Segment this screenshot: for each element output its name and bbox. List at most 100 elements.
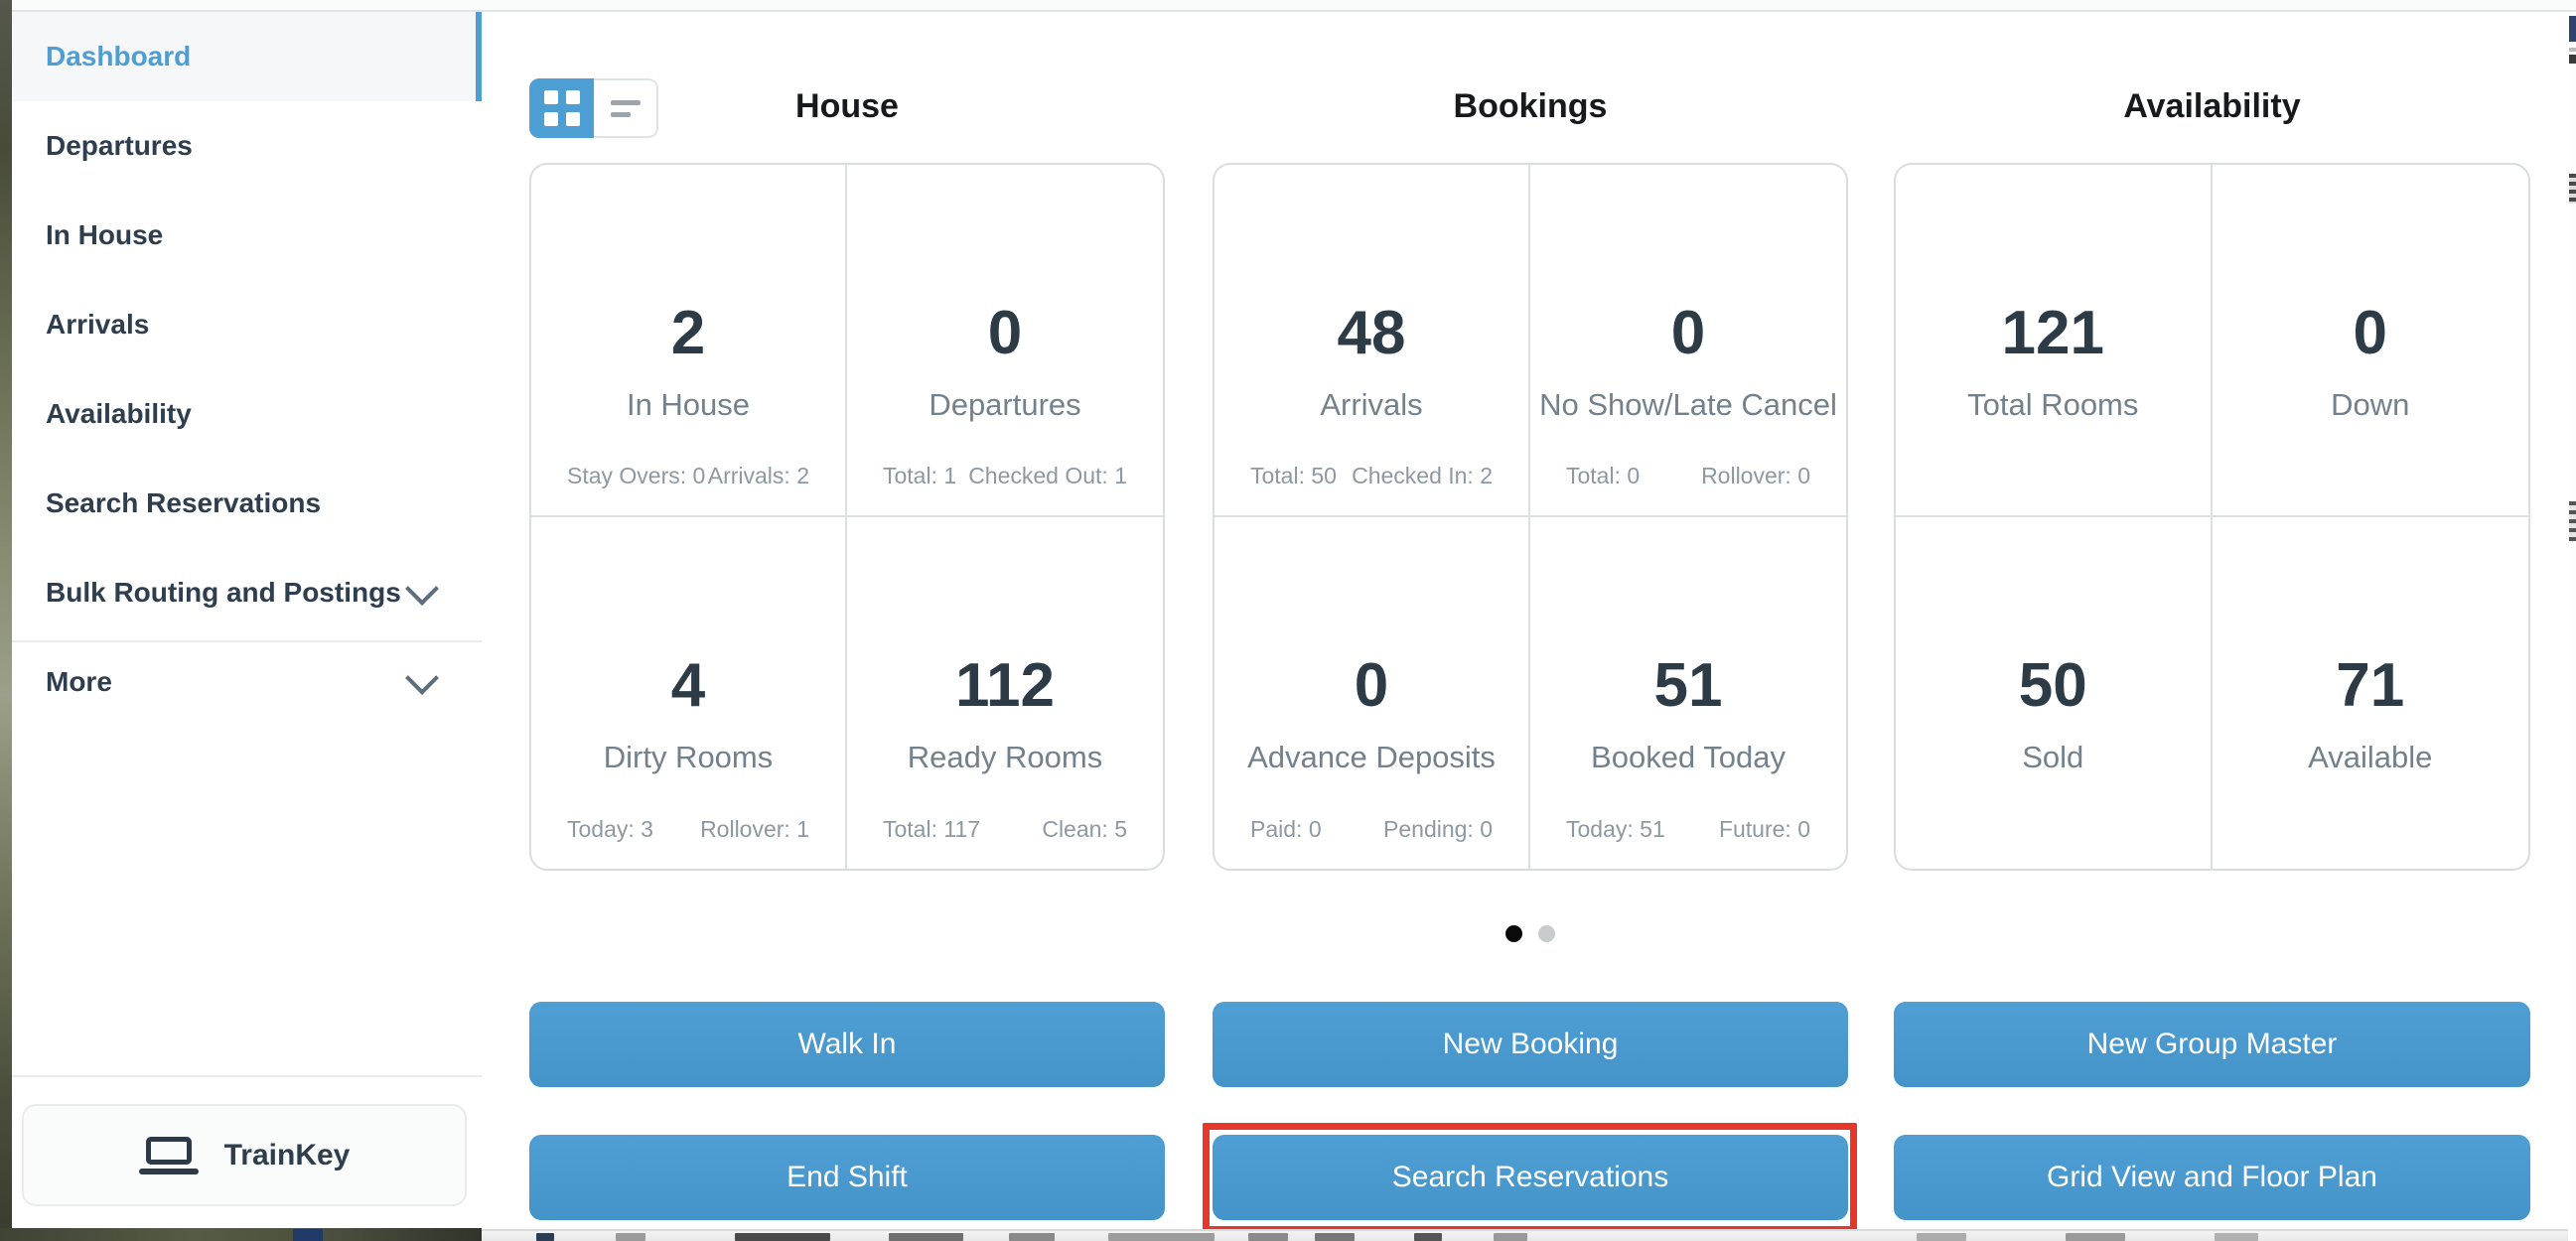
- card-stat: Today: 51: [1566, 816, 1665, 842]
- cutoff-fragment: [735, 1233, 830, 1241]
- sidebar-item-search-reservations[interactable]: Search Reservations: [12, 459, 482, 548]
- sidebar-item-label: More: [46, 666, 112, 697]
- grid-view-floor-plan-button[interactable]: Grid View and Floor Plan: [1894, 1135, 2530, 1220]
- stat-card-booked-today[interactable]: 51 Booked Today Today: 51 Future: 0: [1530, 517, 1846, 870]
- house-card-group: 2 In House Stay Overs: 0 Arrivals: 2 0 De…: [529, 163, 1165, 871]
- cutoff-fragment: [1009, 1233, 1055, 1241]
- search-reservations-button[interactable]: Search Reservations: [1213, 1135, 1848, 1220]
- card-stat: Paid: 0: [1250, 816, 1322, 842]
- card-label: Sold: [2022, 739, 2084, 774]
- cutoff-fragment: [2215, 1233, 2258, 1241]
- group-header-house: House: [795, 87, 899, 125]
- card-label: Down: [2331, 387, 2410, 422]
- cutoff-fragment: [1494, 1233, 1527, 1241]
- cutoff-fragment: [616, 1233, 645, 1241]
- card-value: 50: [2018, 650, 2087, 720]
- cutoff-fragment: [536, 1233, 554, 1241]
- cutoff-fragment: [1108, 1233, 1215, 1241]
- sidebar-item-in-house[interactable]: In House: [12, 191, 482, 280]
- edge-fragment: [2569, 48, 2576, 52]
- card-stat: Rollover: 0: [1701, 462, 1810, 488]
- sidebar-item-dashboard[interactable]: Dashboard: [12, 12, 484, 101]
- view-toggle: [529, 78, 658, 138]
- carousel-dot-active[interactable]: [1505, 925, 1522, 942]
- bookings-card-group: 48 Arrivals Total: 50 Checked In: 2 0 No …: [1213, 163, 1848, 871]
- grid-view-button[interactable]: [529, 78, 594, 138]
- card-label: Dirty Rooms: [603, 739, 774, 774]
- card-stat: Checked In: 2: [1352, 462, 1493, 488]
- new-booking-button[interactable]: New Booking: [1213, 1002, 1848, 1087]
- sidebar-item-arrivals[interactable]: Arrivals: [12, 280, 482, 369]
- desktop-wallpaper-bottom: [0, 1228, 482, 1241]
- card-value: 48: [1337, 299, 1406, 367]
- chevron-down-icon: [405, 572, 439, 606]
- list-view-icon: [610, 99, 641, 117]
- stat-card-arrivals[interactable]: 48 Arrivals Total: 50 Checked In: 2: [1215, 165, 1530, 517]
- window-right-strip: [2568, 12, 2576, 1241]
- stat-card-down[interactable]: 0 Down: [2212, 165, 2528, 517]
- stat-card-advance-deposits[interactable]: 0 Advance Deposits Paid: 0 Pending: 0: [1215, 516, 1530, 869]
- card-label: Available: [2308, 739, 2433, 774]
- cut-off-content-strip: [482, 1229, 2576, 1241]
- stat-card-sold[interactable]: 50 Sold: [1896, 516, 2213, 869]
- sidebar-item-more[interactable]: More: [12, 637, 482, 727]
- card-stat: Total: 117: [883, 816, 981, 842]
- card-stat: Total: 1: [883, 462, 957, 488]
- trainkey-label: TrainKey: [223, 1138, 351, 1172]
- sidebar-item-label: Bulk Routing and Postings: [46, 577, 401, 608]
- cutoff-fragment: [1315, 1233, 1355, 1241]
- group-header-availability: Availability: [2123, 87, 2301, 125]
- stat-card-no-show-late-cancel[interactable]: 0 No Show/Late Cancel Total: 0 Rollover: …: [1530, 165, 1846, 517]
- card-label: Ready Rooms: [907, 739, 1103, 774]
- trainkey-button[interactable]: TrainKey: [22, 1104, 467, 1206]
- card-stat: Arrivals: 2: [707, 462, 809, 488]
- card-label: Arrivals: [1320, 387, 1423, 422]
- carousel-dots: [1505, 925, 1555, 942]
- card-stat: Clean: 5: [1042, 816, 1127, 842]
- laptop-icon: [138, 1136, 199, 1174]
- sidebar-item-label: Availability: [46, 398, 192, 429]
- sidebar-item-label: In House: [46, 219, 164, 250]
- card-stat: Total: 0: [1566, 462, 1641, 488]
- cutoff-fragment: [889, 1233, 963, 1241]
- card-stat: Pending: 0: [1383, 816, 1493, 842]
- desktop-wallpaper-left: [0, 0, 12, 1241]
- stat-card-available[interactable]: 71 Available: [2213, 517, 2529, 870]
- group-header-bookings: Bookings: [1453, 87, 1608, 125]
- list-view-button[interactable]: [594, 78, 658, 138]
- card-value: 121: [2001, 299, 2104, 367]
- grid-view-icon: [543, 90, 580, 126]
- sidebar-item-bulk-routing-and-postings[interactable]: Bulk Routing and Postings: [12, 548, 482, 637]
- window-top-strip: [12, 0, 2576, 12]
- sidebar-item-label: Departures: [46, 130, 193, 161]
- edge-fragment: [2569, 55, 2576, 64]
- carousel-dot[interactable]: [1538, 925, 1555, 942]
- card-value: 71: [2336, 650, 2405, 720]
- card-stat: Today: 3: [567, 816, 653, 842]
- card-value: 0: [987, 299, 1023, 367]
- stat-card-ready-rooms[interactable]: 112 Ready Rooms Total: 117 Clean: 5: [847, 517, 1163, 870]
- chevron-down-icon: [405, 661, 439, 695]
- stat-card-in-house[interactable]: 2 In House Stay Overs: 0 Arrivals: 2: [531, 165, 847, 517]
- card-stat: Total: 50: [1250, 462, 1337, 488]
- new-group-master-button[interactable]: New Group Master: [1894, 1002, 2530, 1087]
- card-value: 2: [670, 299, 706, 367]
- card-label: Total Rooms: [1967, 387, 2139, 422]
- stat-card-dirty-rooms[interactable]: 4 Dirty Rooms Today: 3 Rollover: 1: [531, 516, 847, 869]
- card-stat: Future: 0: [1718, 816, 1810, 842]
- card-value: 4: [670, 650, 706, 720]
- card-label: Departures: [929, 387, 1081, 422]
- card-value: 0: [2353, 299, 2387, 367]
- edge-fragment: [2569, 16, 2576, 42]
- cutoff-fragment: [2066, 1233, 2125, 1241]
- stat-card-departures[interactable]: 0 Departures Total: 1 Checked Out: 1: [847, 165, 1163, 517]
- stat-card-total-rooms[interactable]: 121 Total Rooms: [1896, 165, 2213, 517]
- card-stat: Rollover: 1: [700, 816, 809, 842]
- walk-in-button[interactable]: Walk In: [529, 1002, 1165, 1087]
- sidebar-item-availability[interactable]: Availability: [12, 369, 482, 459]
- end-shift-button[interactable]: End Shift: [529, 1135, 1165, 1220]
- card-value: 112: [954, 650, 1056, 720]
- card-label: Advance Deposits: [1247, 739, 1496, 774]
- card-value: 51: [1653, 650, 1723, 720]
- sidebar-item-departures[interactable]: Departures: [12, 101, 482, 191]
